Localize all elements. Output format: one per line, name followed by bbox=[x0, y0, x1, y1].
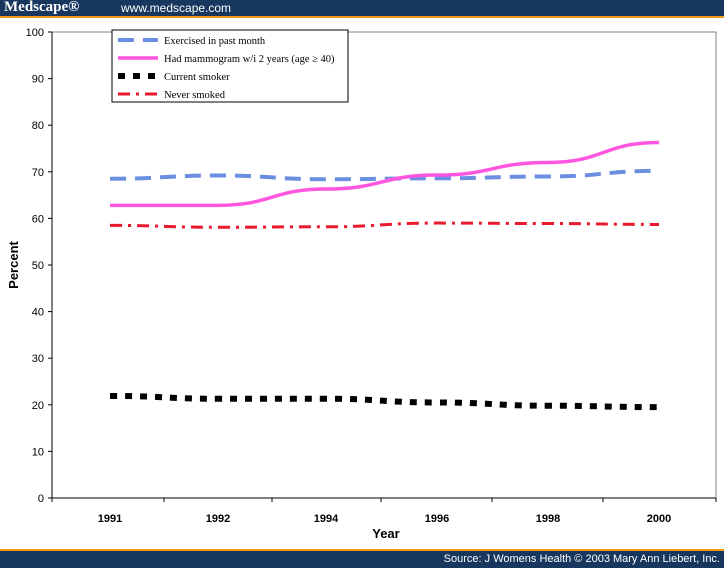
series-line-4 bbox=[109, 221, 660, 229]
x-tick-label: 1992 bbox=[206, 513, 230, 525]
y-tick-label: 60 bbox=[32, 213, 44, 225]
series-line-3 bbox=[109, 392, 660, 411]
x-tick-label: 2000 bbox=[647, 513, 671, 525]
legend-label: Had mammogram w/i 2 years (age ≥ 40) bbox=[164, 54, 335, 65]
x-tick-label: 1998 bbox=[536, 513, 560, 525]
legend-label: Current smoker bbox=[164, 72, 230, 83]
y-tick-label: 80 bbox=[32, 120, 44, 132]
y-tick-label: 40 bbox=[32, 307, 44, 319]
footer-bar: Source: J Womens Health © 2003 Mary Ann … bbox=[0, 551, 724, 568]
x-tick-label: 1994 bbox=[314, 513, 339, 525]
header-divider bbox=[0, 16, 724, 18]
x-tick-label: 1996 bbox=[425, 513, 449, 525]
x-axis-ticks: 1991 1992 1994 1996 1998 2000 bbox=[51, 498, 717, 525]
y-axis-label: Percent bbox=[6, 240, 21, 288]
header-bar: Medscape® www.medscape.com bbox=[0, 0, 724, 16]
footer-divider bbox=[0, 549, 724, 551]
medscape-logo: Medscape® bbox=[4, 0, 80, 15]
series-line-2 bbox=[109, 140, 660, 208]
y-tick-label: 0 bbox=[38, 493, 44, 505]
y-tick-label: 100 bbox=[26, 27, 44, 39]
legend-label: Exercised in past month bbox=[164, 36, 266, 47]
y-tick-label: 50 bbox=[32, 260, 44, 272]
legend-label: Never smoked bbox=[164, 90, 226, 101]
chart-legend: Exercised in past month Had mammogram w/i… bbox=[111, 29, 349, 103]
chart-series bbox=[109, 140, 660, 411]
y-tick-label: 20 bbox=[32, 400, 44, 412]
x-axis-label: Year bbox=[372, 526, 399, 541]
y-tick-label: 90 bbox=[32, 74, 44, 86]
y-tick-label: 10 bbox=[32, 446, 44, 458]
y-axis-ticks: 0 10 20 30 40 50 60 70 80 90 100 bbox=[26, 27, 52, 505]
y-tick-label: 30 bbox=[32, 353, 44, 365]
series-line-1 bbox=[109, 168, 660, 182]
header-url[interactable]: www.medscape.com bbox=[121, 1, 232, 15]
x-tick-label: 1991 bbox=[98, 513, 122, 525]
source-credit: Source: J Womens Health © 2003 Mary Ann … bbox=[443, 553, 720, 565]
y-tick-label: 70 bbox=[32, 167, 44, 179]
